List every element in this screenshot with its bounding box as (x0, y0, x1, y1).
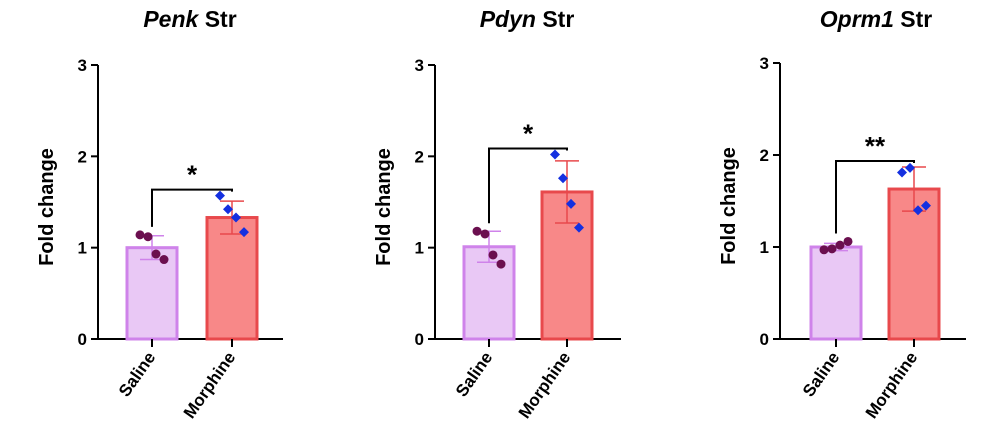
chart-1-point-morphine (223, 204, 233, 215)
chart-3-title-gene: Oprm1 (820, 6, 894, 32)
chart-1-y-tick-label: 1 (78, 239, 87, 258)
chart-1-point-saline (143, 232, 153, 242)
chart-2-point-morphine (558, 173, 568, 184)
chart-2-point-saline (472, 226, 482, 236)
chart-2-y-tick-label: 0 (415, 330, 424, 349)
chart-3-point-saline (819, 245, 829, 255)
chart-2-y-axis-label: Fold change (373, 148, 395, 266)
chart-1-title: Penk Str (143, 6, 236, 32)
chart-2-category-label-saline: Saline (452, 348, 496, 400)
chart-2-significance-label: * (523, 119, 534, 149)
chart-1-point-saline (159, 255, 169, 265)
chart-2-point-morphine (574, 222, 584, 233)
chart-3-title-region: Str (894, 6, 932, 32)
chart-3-y-axis-label: Fold change (718, 147, 740, 265)
chart-3-title: Oprm1 Str (820, 6, 933, 32)
chart-2-y-tick-label: 1 (415, 239, 424, 258)
chart-2-panel: Pdyn Str Fold change 0 1 2 3 Saline Morphine * (373, 6, 621, 422)
chart-1-point-morphine (239, 227, 249, 238)
chart-1-significance-bracket (151, 188, 233, 227)
chart-3-category-label-saline: Saline (799, 348, 843, 400)
chart-3-y-tick-label: 0 (760, 330, 769, 349)
chart-3-y-tick-label: 1 (760, 238, 769, 257)
chart-1-point-saline (135, 230, 145, 240)
chart-3-point-morphine (897, 167, 907, 178)
chart-1-category-label-morphine: Morphine (180, 348, 239, 422)
chart-1-bar-saline (125, 246, 179, 341)
chart-3-point-morphine (905, 162, 915, 173)
chart-1-point-morphine (231, 212, 241, 223)
chart-1-title-region: Str (198, 6, 236, 32)
chart-1-point-saline (151, 249, 161, 259)
chart-2-title-gene: Pdyn (480, 6, 536, 32)
chart-3-panel: Oprm1 Str Fold change 0 1 2 3 Saline Morphine ** (718, 6, 966, 422)
chart-3-point-saline (843, 236, 853, 246)
chart-1-bar-morphine (205, 216, 259, 341)
chart-3-significance-bracket (835, 159, 915, 234)
chart-3-point-saline (835, 240, 845, 250)
chart-1-y-tick-label: 0 (78, 330, 87, 349)
chart-2-point-morphine (566, 198, 576, 209)
chart-1-y-tick-label: 2 (78, 147, 87, 166)
chart-1-y-axis-label: Fold change (36, 148, 58, 266)
chart-2-point-saline (488, 250, 498, 260)
chart-3-significance-label: ** (865, 131, 886, 161)
chart-2-title: Pdyn Str (480, 6, 575, 32)
chart-3-point-saline (827, 244, 837, 254)
chart-3-category-label-morphine: Morphine (862, 348, 921, 422)
chart-1-title-gene: Penk (143, 6, 199, 32)
chart-3-bar-morphine (887, 187, 941, 341)
chart-3-y-tick-label: 3 (760, 54, 769, 73)
chart-1-panel: Penk Str Fold change 0 1 2 3 Saline Morphine * (36, 6, 283, 422)
chart-2-y-tick-label: 2 (415, 147, 424, 166)
chart-2-significance-bracket (488, 147, 568, 224)
chart-2-point-morphine (550, 149, 560, 160)
chart-3-y-tick-label: 2 (760, 146, 769, 165)
chart-2-point-saline (496, 259, 506, 269)
chart-3-point-morphine (921, 200, 931, 211)
chart-2-y-tick-label: 3 (415, 56, 424, 75)
chart-2-title-region: Str (536, 6, 574, 32)
chart-1-significance-label: * (187, 160, 198, 190)
chart-1-y-tick-label: 3 (78, 56, 87, 75)
chart-3-point-morphine (913, 205, 923, 216)
chart-1-category-label-saline: Saline (115, 348, 159, 400)
chart-1-point-morphine (215, 190, 225, 201)
chart-2-point-saline (480, 229, 490, 239)
chart-2-category-label-morphine: Morphine (515, 348, 574, 422)
chart-3-bar-saline (809, 245, 863, 341)
